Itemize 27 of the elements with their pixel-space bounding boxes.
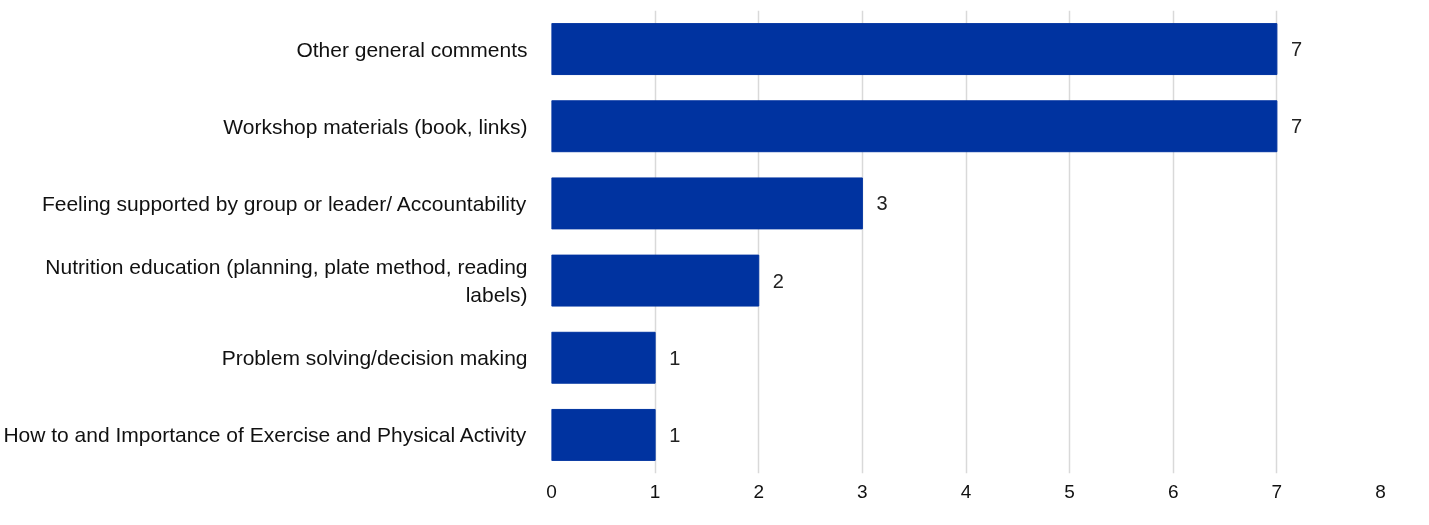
data-label: 3: [876, 192, 888, 215]
bar: [551, 177, 863, 230]
y-tick-label: Other general comments: [296, 37, 528, 61]
bar: [551, 331, 656, 384]
x-tick-label: 3: [857, 480, 868, 502]
y-tick-label: Nutrition education (planning, plate method, reading labels): [45, 255, 528, 306]
bar: [551, 100, 1278, 153]
data-label: 7: [1290, 38, 1302, 61]
data-label: 7: [1290, 115, 1302, 138]
y-tick-label: Feeling supported by group or leader/ Accountability: [41, 191, 527, 215]
bar: [551, 254, 760, 307]
data-label: 2: [772, 269, 784, 292]
y-tick-label: Workshop materials (book, links): [223, 114, 528, 138]
x-tick-label: 8: [1375, 480, 1386, 502]
x-tick-label: 5: [1064, 480, 1075, 502]
y-tick-label: Problem solving/decision making: [221, 346, 528, 370]
x-tick-label: 6: [1167, 480, 1179, 502]
x-tick-label: 7: [1271, 480, 1283, 502]
data-label: 1: [669, 423, 681, 446]
bar: [551, 23, 1278, 76]
x-tick-label: 4: [960, 480, 972, 502]
x-tick-label: 2: [753, 480, 765, 502]
x-tick-label: 0: [546, 480, 557, 502]
x-tick-label: 1: [649, 480, 661, 502]
data-label: 1: [669, 346, 681, 369]
bar: [551, 408, 656, 461]
y-tick-label: How to and Importance of Exercise and Physical Activity: [3, 423, 527, 447]
